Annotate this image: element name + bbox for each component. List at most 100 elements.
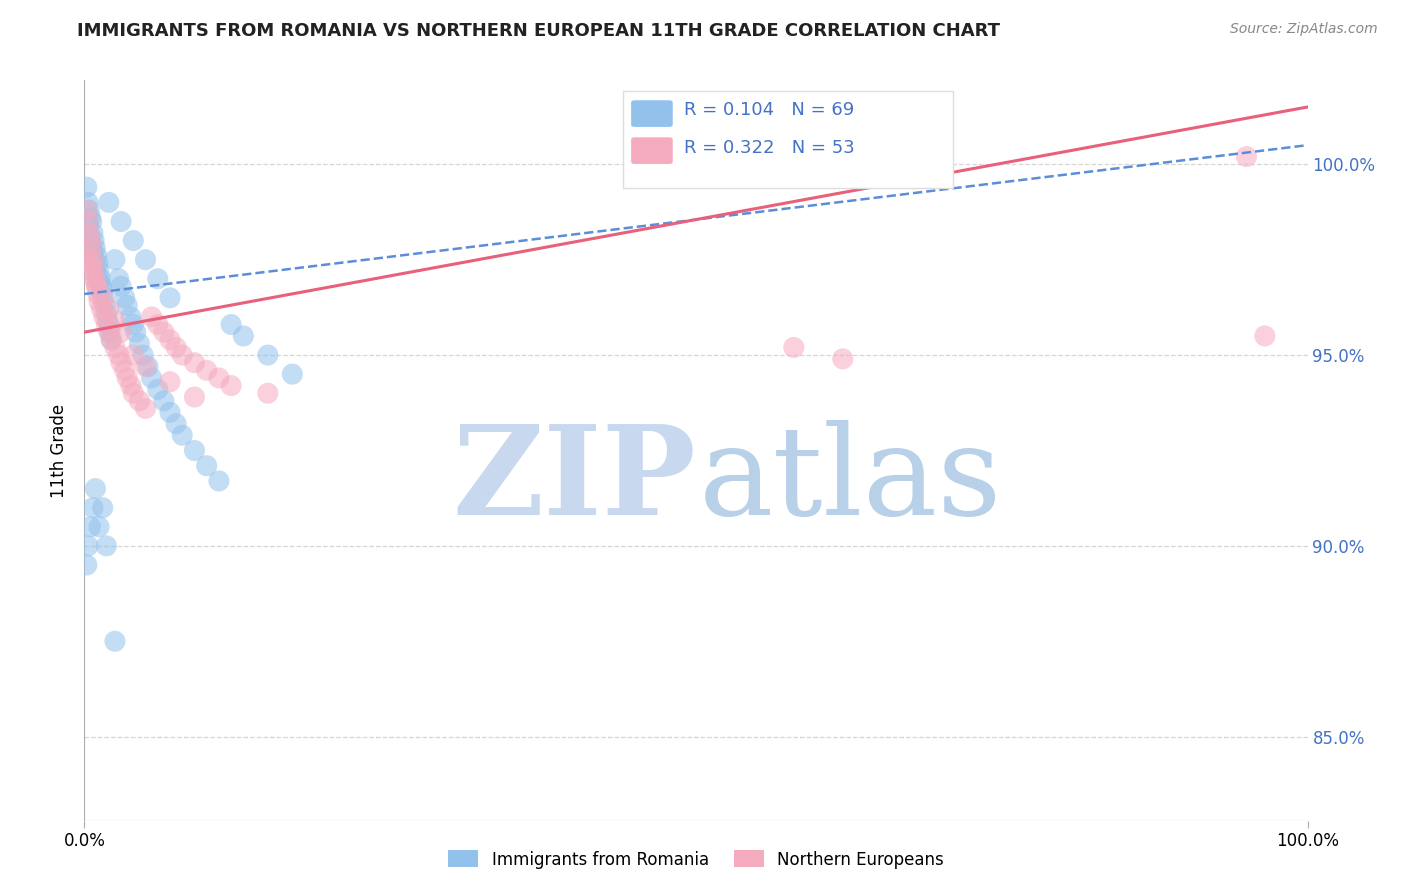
Point <box>135 359 157 374</box>
Point <box>87 264 110 278</box>
Point <box>98 325 121 339</box>
Point <box>86 279 108 293</box>
Point <box>83 234 105 248</box>
Point <box>77 539 100 553</box>
Point <box>93 310 115 324</box>
Point <box>97 325 120 339</box>
Point <box>135 401 157 416</box>
Point <box>141 310 163 324</box>
Point <box>146 383 169 397</box>
Point <box>104 252 127 267</box>
Point <box>146 318 169 332</box>
Point <box>183 356 205 370</box>
Point <box>87 256 110 270</box>
Point <box>77 229 100 244</box>
Point <box>77 219 100 233</box>
Point <box>77 214 100 228</box>
Point <box>281 367 304 381</box>
Point <box>83 252 105 267</box>
Point <box>96 539 118 553</box>
Point <box>232 329 254 343</box>
Point <box>107 348 129 362</box>
Point <box>80 241 103 255</box>
Point <box>195 363 218 377</box>
Point <box>84 482 107 496</box>
Point <box>219 378 242 392</box>
Point <box>86 279 108 293</box>
Point <box>76 558 98 572</box>
Point <box>120 378 142 392</box>
Point <box>165 340 187 354</box>
Point <box>136 359 159 374</box>
Point <box>257 386 280 401</box>
Point <box>97 195 120 210</box>
Point <box>89 271 111 285</box>
Point <box>97 318 120 332</box>
Point <box>77 226 100 240</box>
Point <box>87 520 110 534</box>
Point <box>172 428 194 442</box>
Point <box>107 271 129 285</box>
Point <box>90 279 112 293</box>
Point <box>84 271 107 285</box>
Point <box>141 371 163 385</box>
Point <box>219 318 242 332</box>
Point <box>208 474 231 488</box>
Text: R = 0.322   N = 53: R = 0.322 N = 53 <box>683 139 855 157</box>
Point <box>783 340 806 354</box>
Point <box>87 287 110 301</box>
Point <box>91 500 114 515</box>
Point <box>172 348 194 362</box>
Point <box>1254 329 1277 343</box>
Point <box>76 202 98 217</box>
Point <box>79 237 101 252</box>
Point <box>122 234 145 248</box>
Point <box>80 214 103 228</box>
Text: IMMIGRANTS FROM ROMANIA VS NORTHERN EUROPEAN 11TH GRADE CORRELATION CHART: IMMIGRANTS FROM ROMANIA VS NORTHERN EURO… <box>77 22 1000 40</box>
Point <box>79 520 101 534</box>
Point <box>110 214 132 228</box>
FancyBboxPatch shape <box>623 91 953 187</box>
Point <box>110 356 132 370</box>
FancyBboxPatch shape <box>631 137 672 164</box>
Point <box>83 260 105 275</box>
Point <box>153 393 176 408</box>
Point <box>91 283 114 297</box>
Point <box>93 291 115 305</box>
Point <box>208 371 231 385</box>
Point <box>1236 150 1258 164</box>
FancyBboxPatch shape <box>631 100 672 127</box>
Point <box>94 298 117 312</box>
Point <box>84 260 107 275</box>
Point <box>159 333 181 347</box>
Point <box>79 211 101 225</box>
Point <box>159 375 181 389</box>
Point <box>86 249 108 263</box>
Point <box>146 271 169 285</box>
Point <box>100 333 122 347</box>
Point <box>132 348 155 362</box>
Point <box>135 252 157 267</box>
Text: R = 0.104   N = 69: R = 0.104 N = 69 <box>683 101 853 119</box>
Text: Source: ZipAtlas.com: Source: ZipAtlas.com <box>1230 22 1378 37</box>
Point <box>153 325 176 339</box>
Point <box>76 249 98 263</box>
Point <box>115 298 138 312</box>
Point <box>114 291 136 305</box>
Text: atlas: atlas <box>699 419 1002 541</box>
Point <box>183 390 205 404</box>
Point <box>104 340 127 354</box>
Point <box>79 234 101 248</box>
Point <box>96 306 118 320</box>
Point <box>122 386 145 401</box>
Point <box>104 634 127 648</box>
Legend: Immigrants from Romania, Northern Europeans: Immigrants from Romania, Northern Europe… <box>441 844 950 875</box>
Point <box>83 271 105 285</box>
Point <box>128 393 150 408</box>
Point <box>77 195 100 210</box>
Point <box>82 245 104 260</box>
Point <box>91 291 114 305</box>
Point <box>159 291 181 305</box>
Point <box>76 180 98 194</box>
Point <box>110 325 132 339</box>
